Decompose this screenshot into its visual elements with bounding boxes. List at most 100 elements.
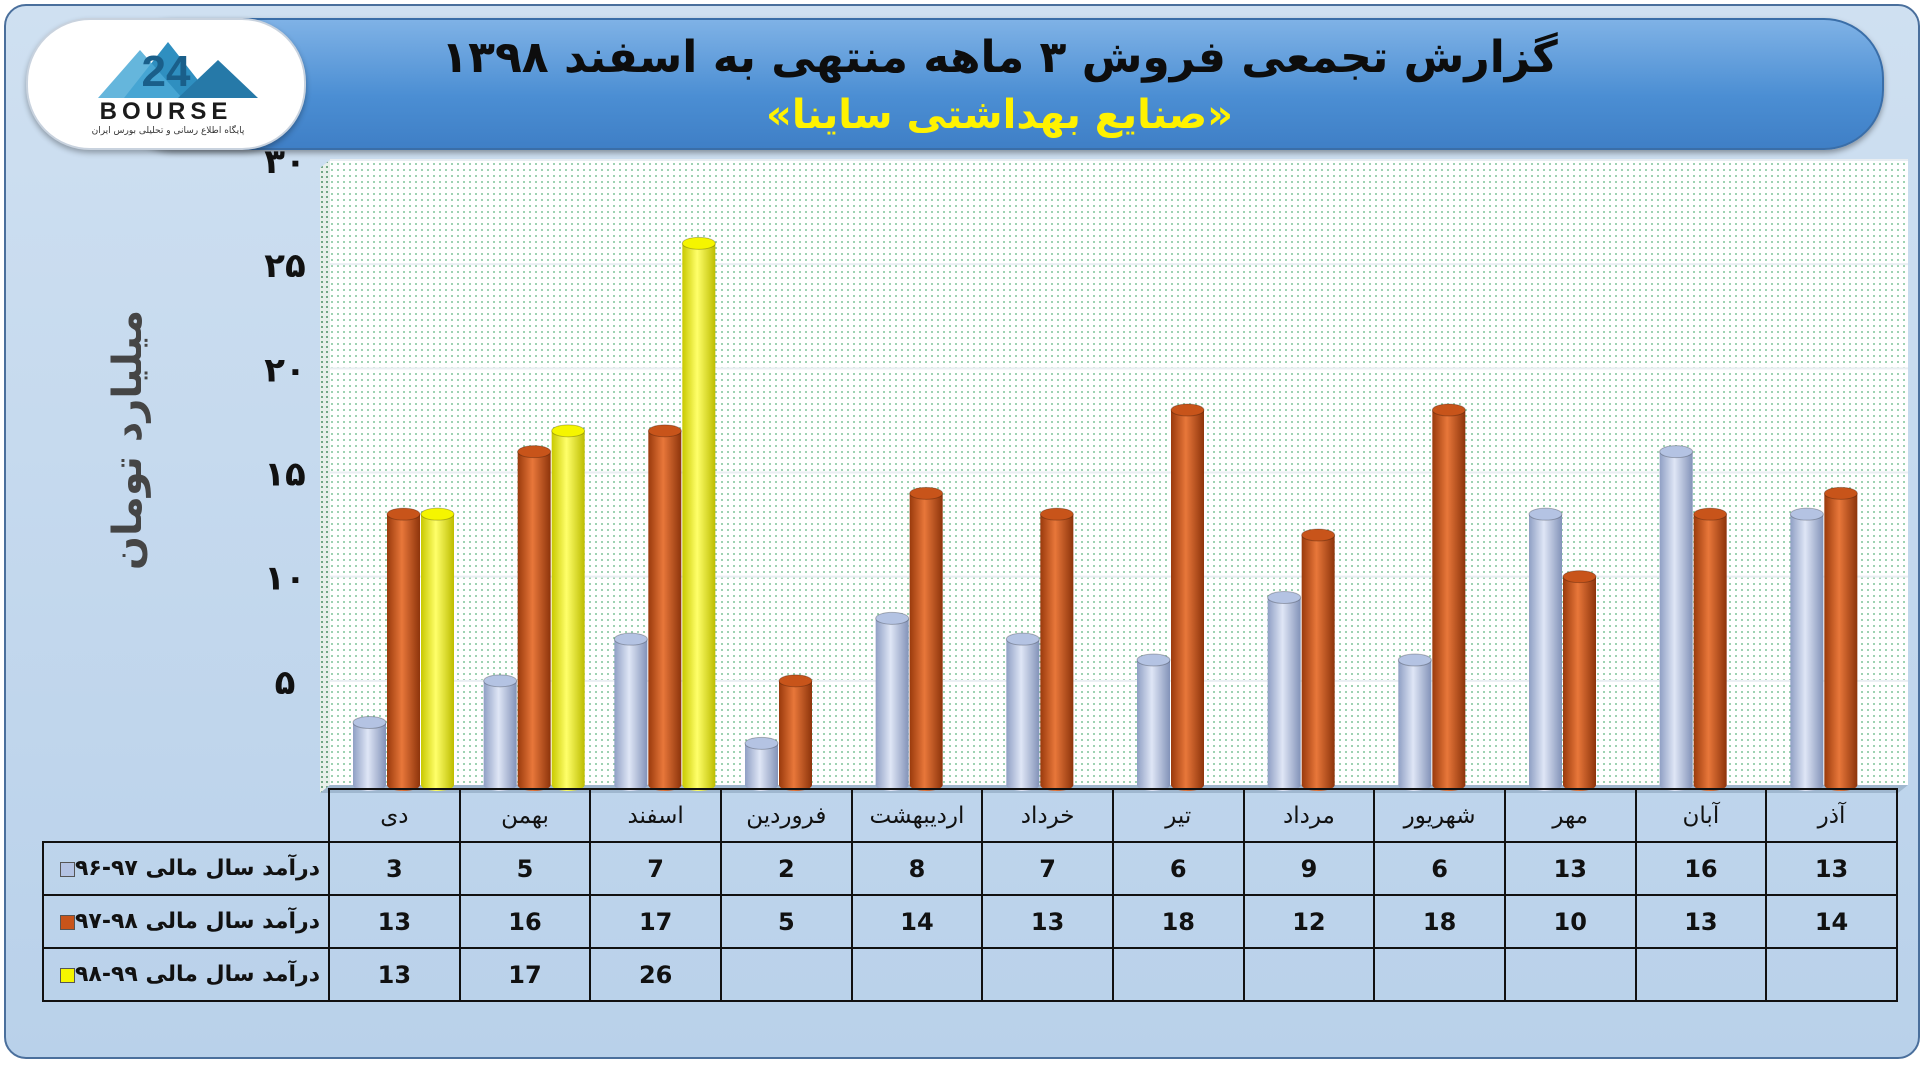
- table-category-label: آذر: [1765, 788, 1898, 843]
- table-category-label: خرداد: [981, 788, 1114, 843]
- table-value: 16: [1634, 841, 1768, 896]
- bar: [352, 716, 387, 791]
- table-value: 5: [719, 894, 853, 949]
- y-tick-labels: ۵ ۱۰ ۱۵ ۲۰ ۲۵ ۳۰: [264, 142, 306, 703]
- bar: [875, 611, 910, 791]
- bar: [1693, 507, 1728, 791]
- table-value: 17: [458, 947, 592, 1002]
- logo-caption: پایگاه اطلاع رسانی و تحلیلی بورس ایران: [91, 126, 245, 136]
- bar-base: [909, 779, 943, 791]
- bar: [483, 674, 518, 791]
- table-value: [850, 947, 984, 1002]
- table-value: [1111, 947, 1245, 1002]
- bar: [1267, 591, 1302, 791]
- bar-base: [1040, 779, 1074, 791]
- bar-base: [779, 779, 812, 791]
- table-category-label: اردیبهشت: [850, 788, 984, 843]
- legend-label: درآمد سال مالی ۹۷-۹۶: [74, 856, 320, 881]
- bar-base: [421, 779, 454, 791]
- table-value: 13: [328, 947, 461, 1002]
- table-value: 9: [1242, 841, 1376, 896]
- table-value: 16: [458, 894, 592, 949]
- gridlines: [330, 159, 1908, 682]
- y-tick-label: ۳۰: [264, 142, 306, 182]
- table-value: 18: [1111, 894, 1245, 949]
- bar-body: [1693, 514, 1727, 785]
- bar-base: [682, 779, 716, 791]
- bar-base: [1790, 779, 1824, 791]
- bar-base: [551, 779, 585, 791]
- bar-cap: [1789, 507, 1824, 521]
- table-category-label: تیر: [1111, 788, 1245, 843]
- bar-body: [421, 514, 454, 785]
- table-row: درآمد سال مالی ۹۹-۹۸ 13 17 26: [42, 947, 1898, 1002]
- bar: [744, 736, 779, 791]
- bar-base: [875, 779, 909, 791]
- bar-body: [1790, 514, 1824, 785]
- bar: [613, 632, 648, 791]
- svg-text:24: 24: [142, 47, 191, 96]
- table-value: 14: [1765, 894, 1898, 949]
- table-row: درآمد سال مالی ۹۸-۹۷ 13 16 17 5 14 13 18 12 18 10 1…: [42, 894, 1898, 949]
- bar-body: [1171, 410, 1204, 785]
- bar: [647, 424, 682, 791]
- bar-base: [353, 779, 386, 791]
- bar: [1823, 486, 1858, 791]
- chart-subtitle: «صنایع بهداشتی ساینا»: [766, 92, 1233, 138]
- bar-body: [1398, 660, 1432, 785]
- bar-cap: [1005, 632, 1040, 646]
- bar: [1397, 653, 1432, 791]
- table-value: [1765, 947, 1898, 1002]
- bar-body: [909, 493, 943, 785]
- y-tick-label: ۲۵: [264, 246, 306, 286]
- bar-cap: [1528, 507, 1563, 521]
- table-category-label: اسفند: [589, 788, 722, 843]
- table-value: 13: [981, 894, 1114, 949]
- bar: [778, 674, 813, 791]
- bar-cap: [551, 424, 586, 438]
- bar-body: [517, 451, 551, 785]
- bar: [1789, 507, 1824, 791]
- table-value: [1373, 947, 1506, 1002]
- bar-body: [1301, 535, 1335, 785]
- bar-base: [1006, 779, 1040, 791]
- table-value: [719, 947, 853, 1002]
- bar-cap: [483, 674, 518, 688]
- plot-side-wall: [320, 160, 330, 793]
- legend-label: درآمد سال مالی ۹۸-۹۷: [74, 909, 320, 934]
- bar-body: [353, 722, 386, 785]
- bar: [1431, 403, 1466, 791]
- bar: [551, 424, 586, 791]
- bar-cap: [1170, 403, 1205, 417]
- table-category-label: شهریور: [1373, 788, 1506, 843]
- bar-base: [387, 779, 420, 791]
- bar-body: [614, 639, 648, 785]
- bar: [681, 236, 716, 791]
- bar-cap: [613, 632, 648, 646]
- bar: [420, 507, 455, 791]
- bar-body: [483, 680, 517, 785]
- bar-body: [1137, 660, 1170, 785]
- table-category-label: بهمن: [458, 788, 592, 843]
- bar: [1562, 570, 1597, 791]
- bar-base: [1824, 779, 1858, 791]
- bar-cap: [1693, 507, 1728, 521]
- table-category-label: آبان: [1634, 788, 1768, 843]
- bar-cap: [1562, 570, 1597, 584]
- logo-mark-icon: 24: [98, 42, 258, 98]
- bar-cap: [875, 611, 910, 625]
- table-corner: [43, 789, 330, 843]
- legend-label: درآمد سال مالی ۹۹-۹۸: [74, 962, 320, 987]
- y-tick-label: ۲۰: [264, 350, 306, 390]
- bar-cap: [647, 424, 682, 438]
- bar-body: [1563, 576, 1596, 785]
- data-table: دی بهمن اسفند فروردین اردیبهشت خرداد تیر مرداد ش…: [42, 788, 1898, 1002]
- bar-body: [1529, 514, 1562, 785]
- legend-entry: درآمد سال مالی ۹۸-۹۷: [42, 894, 330, 949]
- legend-swatch-icon: [59, 914, 75, 930]
- bar-base: [614, 779, 648, 791]
- logo-text: BOURSE: [99, 98, 233, 125]
- table-value: [1503, 947, 1637, 1002]
- table-value: 8: [850, 841, 984, 896]
- bar-cap: [352, 716, 387, 729]
